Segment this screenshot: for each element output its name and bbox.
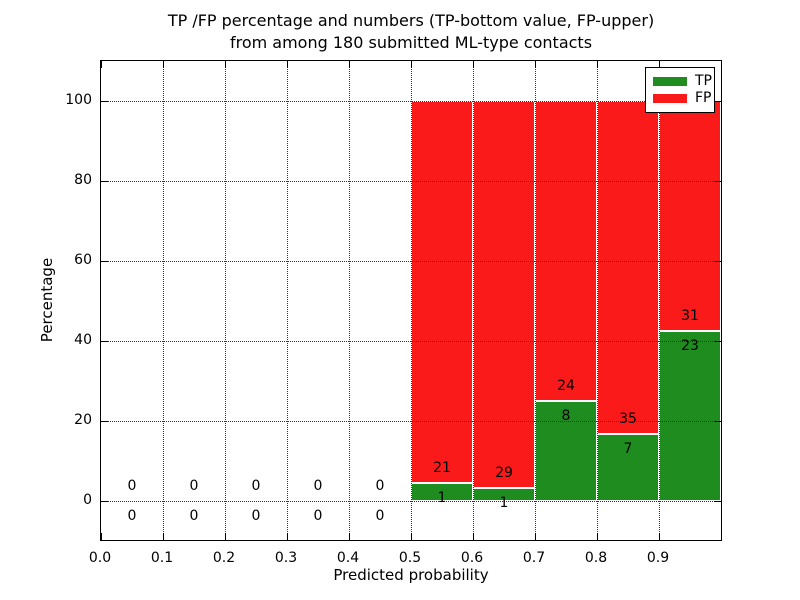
chart-title-line-1: TP /FP percentage and numbers (TP-bottom…	[167, 11, 655, 30]
fp-count-label: 35	[619, 411, 637, 428]
x-tick-label: 0.8	[584, 550, 608, 566]
x-tickmark-top	[659, 61, 660, 68]
bar-segment-fp	[411, 101, 473, 483]
x-tickmark-bottom	[473, 533, 474, 540]
x-tickmark-bottom	[101, 533, 102, 540]
x-tickmark-top	[101, 61, 102, 68]
legend-entry-fp: FP	[653, 91, 712, 106]
bar-segment-fp	[535, 101, 597, 401]
x-tickmark-top	[287, 61, 288, 68]
bar-segment-fp	[659, 101, 721, 331]
legend-swatch-tp	[653, 77, 687, 86]
x-tickmark-bottom	[597, 533, 598, 540]
x-tickmark-bottom	[535, 533, 536, 540]
fp-count-label: 0	[127, 478, 137, 494]
x-tickmark-bottom	[287, 533, 288, 540]
x-tickmark-bottom	[225, 533, 226, 540]
gridline-vertical	[473, 61, 474, 540]
gridline-vertical	[535, 61, 536, 540]
x-tick-label: 0.5	[398, 550, 422, 566]
y-tickmark-right	[714, 501, 721, 502]
x-tickmark-top	[163, 61, 164, 68]
legend-label-fp: FP	[695, 90, 712, 106]
bar-segment-fp	[597, 101, 659, 435]
legend: TP FP	[645, 67, 715, 113]
tp-count-label: 0	[251, 508, 261, 524]
y-tickmark-left	[101, 101, 108, 102]
x-tickmark-bottom	[411, 533, 412, 540]
tp-count-label: 23	[681, 337, 699, 354]
tp-count-label: 0	[313, 508, 323, 524]
legend-entry-tp: TP	[653, 74, 712, 89]
chart-title-line-2: from among 180 submitted ML-type contact…	[229, 33, 593, 52]
tp-count-label: 1	[437, 490, 447, 506]
tp-count-label: 8	[561, 408, 571, 424]
x-tickmark-bottom	[163, 533, 164, 540]
x-tickmark-top	[349, 61, 350, 68]
plot-area: 0 0 0 0 0 0 0 0 0 0 21 1 29 1 24 8 35 7 31 23	[100, 60, 722, 541]
tp-count-label: 0	[189, 508, 199, 524]
x-tickmark-top	[535, 61, 536, 68]
legend-swatch-fp	[653, 94, 687, 103]
x-axis-title: Predicted probability	[333, 566, 489, 584]
x-tickmark-top	[411, 61, 412, 68]
fp-count-label: 31	[681, 307, 699, 324]
y-tick-label: 0	[83, 492, 92, 508]
gridline-vertical	[225, 61, 226, 540]
y-tick-label: 20	[74, 412, 92, 428]
y-tickmark-left	[101, 421, 108, 422]
x-tick-label: 0.2	[212, 550, 236, 566]
y-tickmark-left	[101, 341, 108, 342]
gridline-vertical	[287, 61, 288, 540]
fp-count-label: 0	[375, 478, 385, 494]
y-tick-label: 100	[65, 92, 92, 108]
x-tick-label: 0.4	[336, 550, 360, 566]
fp-count-label: 29	[495, 464, 513, 481]
gridline-vertical	[597, 61, 598, 540]
gridline-vertical	[163, 61, 164, 540]
chart-title: TP /FP percentage and numbers (TP-bottom…	[100, 10, 722, 54]
bar-segment-fp	[473, 101, 535, 488]
fp-count-label: 21	[433, 460, 451, 476]
fp-count-label: 24	[557, 378, 575, 394]
x-tick-label: 0.3	[274, 550, 298, 566]
tp-count-label: 0	[375, 508, 385, 524]
x-tickmark-top	[225, 61, 226, 68]
fp-count-label: 0	[251, 478, 261, 494]
y-tickmark-left	[101, 501, 108, 502]
y-tickmark-right	[714, 341, 721, 342]
x-tick-label: 0.7	[522, 550, 546, 566]
y-tickmark-right	[714, 261, 721, 262]
tp-count-label: 7	[623, 441, 633, 458]
gridline-vertical	[411, 61, 412, 540]
x-tickmark-top	[473, 61, 474, 68]
y-tick-label: 40	[74, 332, 92, 348]
y-tickmark-right	[714, 181, 721, 182]
y-tickmark-left	[101, 181, 108, 182]
x-tickmark-top	[597, 61, 598, 68]
x-tick-label: 0.6	[460, 550, 484, 566]
x-tick-label: 0.9	[646, 550, 670, 566]
bar-segment-tp	[597, 434, 659, 501]
y-tick-label: 80	[74, 172, 92, 188]
tp-count-label: 1	[499, 494, 509, 511]
tp-count-label: 0	[127, 508, 137, 524]
x-tick-label: 0.0	[88, 550, 112, 566]
bar-segment-tp	[659, 330, 721, 501]
fp-count-label: 0	[313, 478, 323, 494]
x-tickmark-bottom	[659, 533, 660, 540]
y-tickmark-left	[101, 261, 108, 262]
gridline-vertical	[659, 61, 660, 540]
x-tickmark-bottom	[349, 533, 350, 540]
x-tick-label: 0.1	[150, 550, 174, 566]
y-tickmark-right	[714, 421, 721, 422]
fp-count-label: 0	[189, 478, 199, 494]
y-tickmark-right	[714, 101, 721, 102]
legend-label-tp: TP	[695, 73, 712, 89]
y-tick-label: 60	[74, 252, 92, 268]
gridline-vertical	[349, 61, 350, 540]
y-axis-title: Percentage	[38, 257, 56, 343]
